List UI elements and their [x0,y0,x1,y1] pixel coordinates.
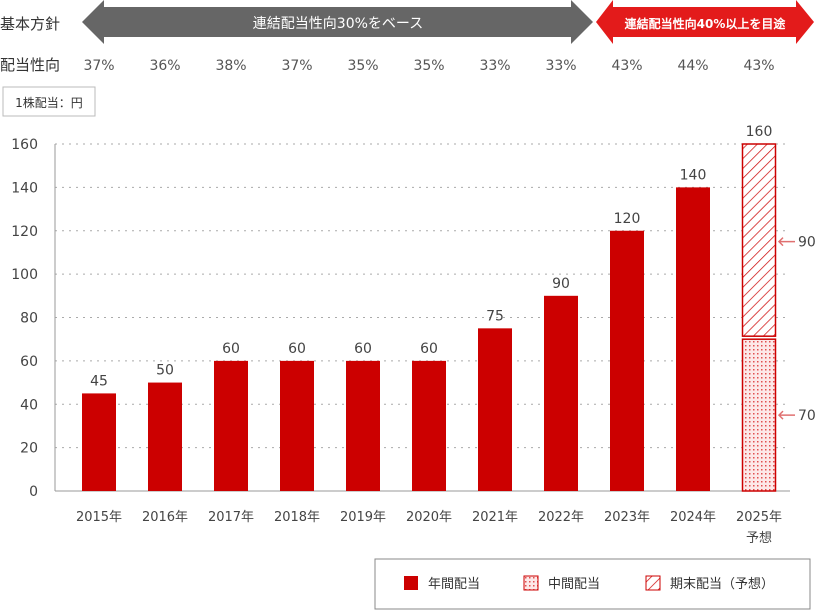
bar [412,360,446,491]
x-tick-label: 2021年 [472,510,518,525]
policy-red-arrow [596,0,814,44]
legend-annual: 年間配当 [428,577,480,592]
policy-row-label: 基本方針 [0,15,60,33]
x-tick-label: 2018年 [274,510,320,525]
payout-value: 33% [545,58,576,74]
data-label: 60 [420,341,438,357]
data-label: 60 [222,341,240,357]
data-label: 120 [614,211,641,227]
data-label: 90 [552,276,570,292]
payout-value: 33% [479,58,510,74]
legend-swatch-annual [404,576,418,590]
legend-interim: 中間配当 [548,577,600,592]
payout-value: 38% [215,58,246,74]
arrow-icon [777,237,795,247]
x-tick-label: 2022年 [538,510,584,525]
payout-value: 44% [677,58,708,74]
bar [280,360,314,491]
data-label: 60 [354,341,372,357]
unit-label: 1株配当：円 [15,95,83,110]
legend-year-end: 期末配当（予想） [670,576,774,592]
x-tick-label: 2024年 [670,510,716,525]
bar [214,360,248,491]
x-tick-label: 2020年 [406,510,452,525]
legend-swatch-year-end [645,575,661,591]
bar-year-end [741,143,777,337]
bar [478,328,512,491]
payout-value: 35% [413,58,444,74]
y-tick-label: 160 [11,137,38,153]
legend [374,558,811,610]
data-label: 60 [288,341,306,357]
payout-value: 43% [743,58,774,74]
y-tick-label: 80 [20,311,38,327]
data-label: 160 [746,124,773,140]
x-tick-label: 2025年 [736,510,782,525]
policy-red-text: 連結配当性向40%以上を目途 [625,16,787,31]
bar [610,230,644,491]
x-tick-sublabel: 予想 [746,530,772,546]
data-label: 45 [90,373,108,389]
y-tick-label: 20 [20,441,38,457]
bar [346,360,380,491]
arrow-icon [777,410,795,420]
breakdown-label: 70 [798,408,816,424]
y-tick-label: 40 [20,397,38,413]
data-label: 75 [486,308,504,324]
payout-value: 36% [149,58,180,74]
y-tick-label: 120 [11,224,38,240]
bar [82,393,116,491]
payout-value: 35% [347,58,378,74]
x-tick-label: 2019年 [340,510,386,525]
policy-gray-text: 連結配当性向30%をベース [253,16,423,32]
y-tick-label: 100 [11,267,38,283]
bar [148,382,182,491]
bar-interim [741,338,777,492]
x-tick-label: 2017年 [208,510,254,525]
data-label: 50 [156,363,174,379]
payout-value: 37% [83,58,114,74]
y-tick-label: 140 [11,180,38,196]
unit-box [2,86,96,117]
data-label: 140 [680,167,707,183]
bar [544,295,578,491]
policy-gray-arrow [82,0,593,44]
payout-value: 43% [611,58,642,74]
payout-row-label: 配当性向 [0,56,60,74]
bar [676,187,710,491]
legend-swatch-interim [523,575,539,591]
breakdown-label: 90 [798,235,816,251]
x-tick-label: 2016年 [142,510,188,525]
y-tick-label: 60 [20,354,38,370]
x-tick-label: 2015年 [76,510,122,525]
payout-value: 37% [281,58,312,74]
x-tick-label: 2023年 [604,510,650,525]
y-tick-label: 0 [29,484,38,500]
